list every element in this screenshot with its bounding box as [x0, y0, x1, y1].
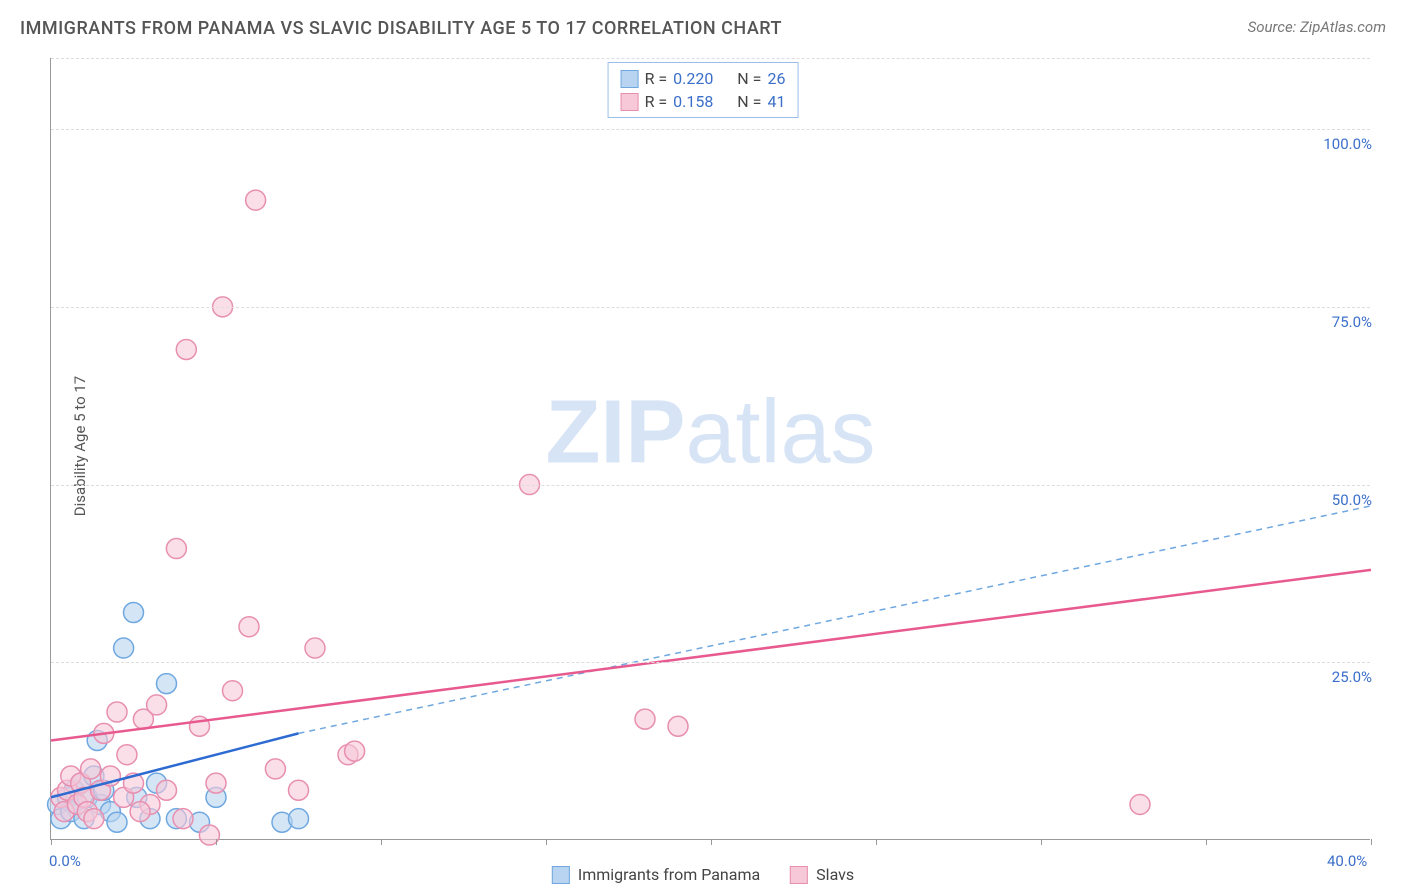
data-point: [223, 681, 243, 701]
x-tick: [216, 839, 217, 845]
legend-swatch: [621, 93, 639, 111]
legend-swatch: [790, 866, 808, 884]
correlation-legend: R = 0.220 N = 26 R = 0.158 N = 41: [608, 62, 799, 118]
y-tick-label: 25.0%: [1332, 668, 1372, 686]
x-tick-label: 40.0%: [1327, 852, 1367, 870]
trend-line-dashed: [299, 506, 1372, 733]
legend-correlation-row: R = 0.220 N = 26: [621, 67, 786, 90]
gridline: [51, 662, 1370, 663]
data-point: [635, 709, 655, 729]
x-tick: [1206, 839, 1207, 845]
legend-series-item: Slavs: [790, 865, 854, 884]
chart-title: IMMIGRANTS FROM PANAMA VS SLAVIC DISABIL…: [20, 18, 782, 39]
y-tick-label: 100.0%: [1323, 135, 1372, 153]
x-tick: [51, 839, 52, 845]
legend-series-label: Immigrants from Panama: [578, 865, 760, 884]
gridline: [51, 485, 1370, 486]
x-tick: [1371, 839, 1372, 845]
data-point: [124, 603, 144, 623]
source-attribution: Source: ZipAtlas.com: [1248, 18, 1386, 36]
trend-line: [51, 570, 1371, 741]
x-tick: [546, 839, 547, 845]
legend-series-label: Slavs: [816, 865, 854, 884]
x-tick: [381, 839, 382, 845]
data-point: [289, 809, 309, 829]
x-tick-label: 0.0%: [49, 852, 81, 870]
legend-swatch: [552, 866, 570, 884]
data-point: [166, 539, 186, 559]
data-point: [81, 759, 101, 779]
legend-correlation-row: R = 0.158 N = 41: [621, 90, 786, 113]
y-tick-label: 50.0%: [1332, 491, 1372, 509]
gridline: [51, 307, 1370, 308]
data-point: [107, 812, 127, 832]
data-point: [157, 780, 177, 800]
data-point: [107, 702, 127, 722]
data-point: [117, 745, 137, 765]
data-point: [289, 780, 309, 800]
data-point: [246, 190, 266, 210]
scatter-svg: [51, 58, 1370, 839]
x-tick: [711, 839, 712, 845]
data-point: [176, 339, 196, 359]
data-point: [1130, 794, 1150, 814]
data-point: [157, 674, 177, 694]
data-point: [147, 695, 167, 715]
series-legend: Immigrants from Panama Slavs: [552, 865, 854, 884]
gridline: [51, 58, 1370, 59]
data-point: [114, 638, 134, 658]
data-point: [206, 773, 226, 793]
data-point: [173, 809, 193, 829]
data-point: [305, 638, 325, 658]
y-tick-label: 75.0%: [1332, 313, 1372, 331]
data-point: [84, 809, 104, 829]
data-point: [265, 759, 285, 779]
legend-series-item: Immigrants from Panama: [552, 865, 760, 884]
data-point: [239, 617, 259, 637]
x-tick: [876, 839, 877, 845]
gridline: [51, 129, 1370, 130]
data-point: [130, 802, 150, 822]
plot-area: ZIPatlas 25.0%50.0%75.0%100.0%0.0%40.0%: [50, 58, 1370, 840]
data-point: [668, 716, 688, 736]
legend-swatch: [621, 70, 639, 88]
x-tick: [1041, 839, 1042, 845]
data-point: [345, 741, 365, 761]
